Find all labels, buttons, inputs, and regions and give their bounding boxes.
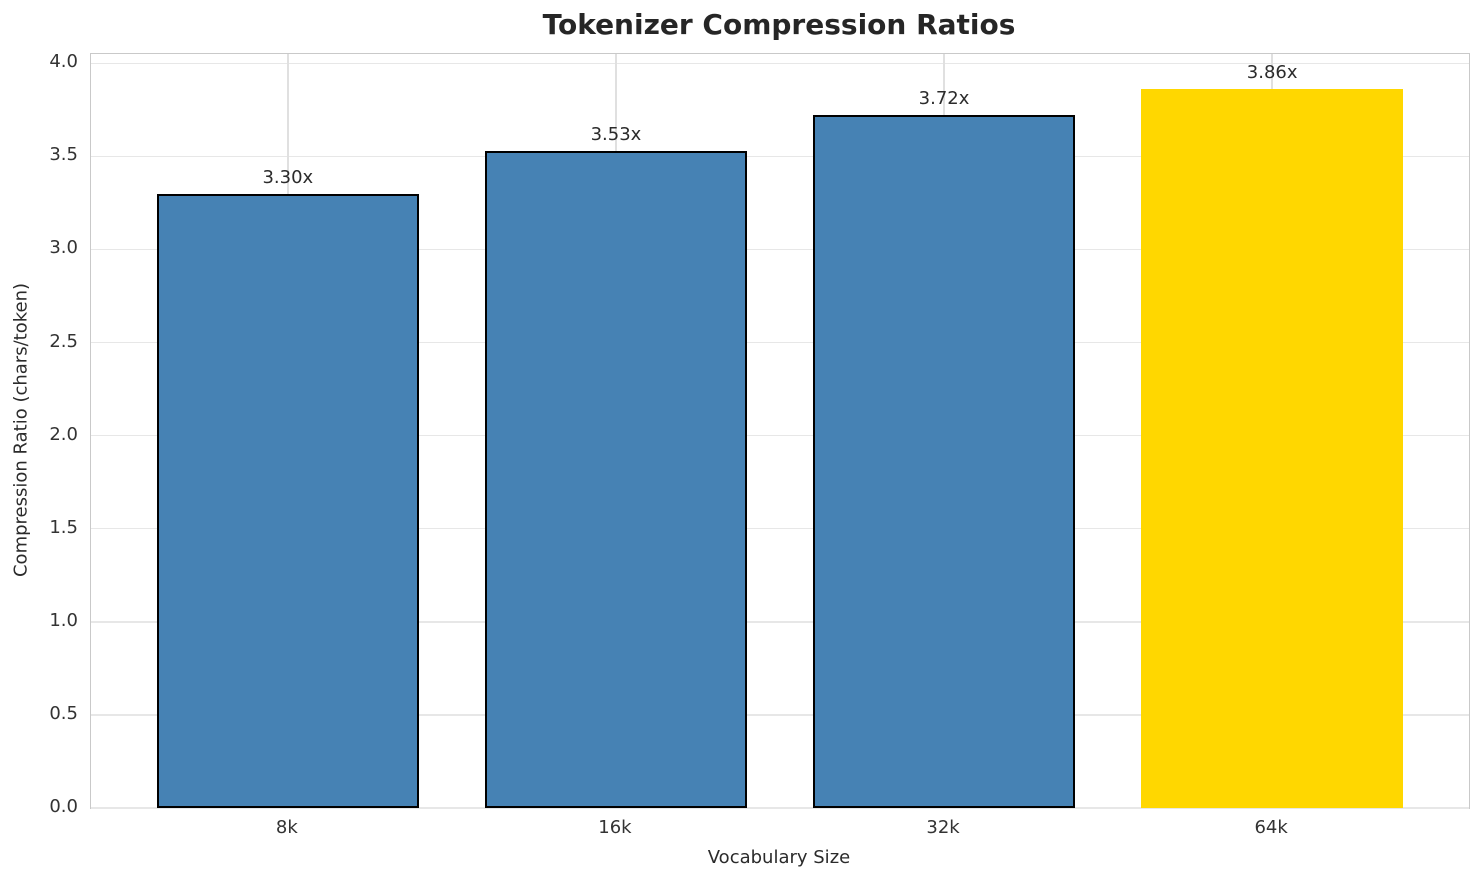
y-tick-label: 4.0 (49, 51, 78, 73)
bar-8k (156, 193, 420, 808)
y-gridline (91, 248, 1469, 251)
y-tick-label: 3.5 (49, 144, 78, 166)
y-gridline (91, 155, 1469, 158)
bar-value-label-16k: 3.53x (590, 123, 642, 145)
x-tick-label-64k: 64k (1254, 817, 1288, 838)
bar-64k (1140, 89, 1404, 808)
bar-32k (812, 115, 1076, 808)
x-tick-label-8k: 8k (275, 817, 298, 838)
x-tick-label-32k: 32k (926, 817, 960, 838)
y-axis-label: Compression Ratio (chars/token) (10, 282, 32, 578)
bar-value-label-8k: 3.30x (262, 166, 314, 188)
y-tick-label: 0.0 (49, 796, 78, 817)
y-gridline (91, 62, 1469, 65)
y-tick-label: 2.5 (49, 330, 78, 352)
bar-value-label-64k: 3.86x (1246, 62, 1298, 84)
y-tick-label: 1.0 (49, 609, 78, 631)
y-tick-label: 1.5 (49, 516, 78, 538)
y-gridline (91, 714, 1469, 716)
y-gridline (91, 434, 1469, 437)
bar-16k (484, 150, 748, 808)
y-gridline (91, 621, 1469, 623)
y-gridline (91, 341, 1469, 344)
plot-area: 3.30x 3.53x 3.72x 3.86x (90, 53, 1470, 809)
chart-title: Tokenizer Compression Ratios (542, 8, 1016, 41)
x-tick-label-16k: 16k (598, 817, 632, 838)
y-tick-label: 3.0 (49, 237, 78, 259)
y-tick-label: 0.5 (49, 702, 78, 724)
x-axis-label: Vocabulary Size (707, 847, 851, 868)
bar-value-label-32k: 3.72x (918, 88, 970, 110)
y-gridline (91, 527, 1469, 530)
y-tick-label: 2.0 (49, 423, 78, 445)
y-gridline (91, 807, 1469, 809)
